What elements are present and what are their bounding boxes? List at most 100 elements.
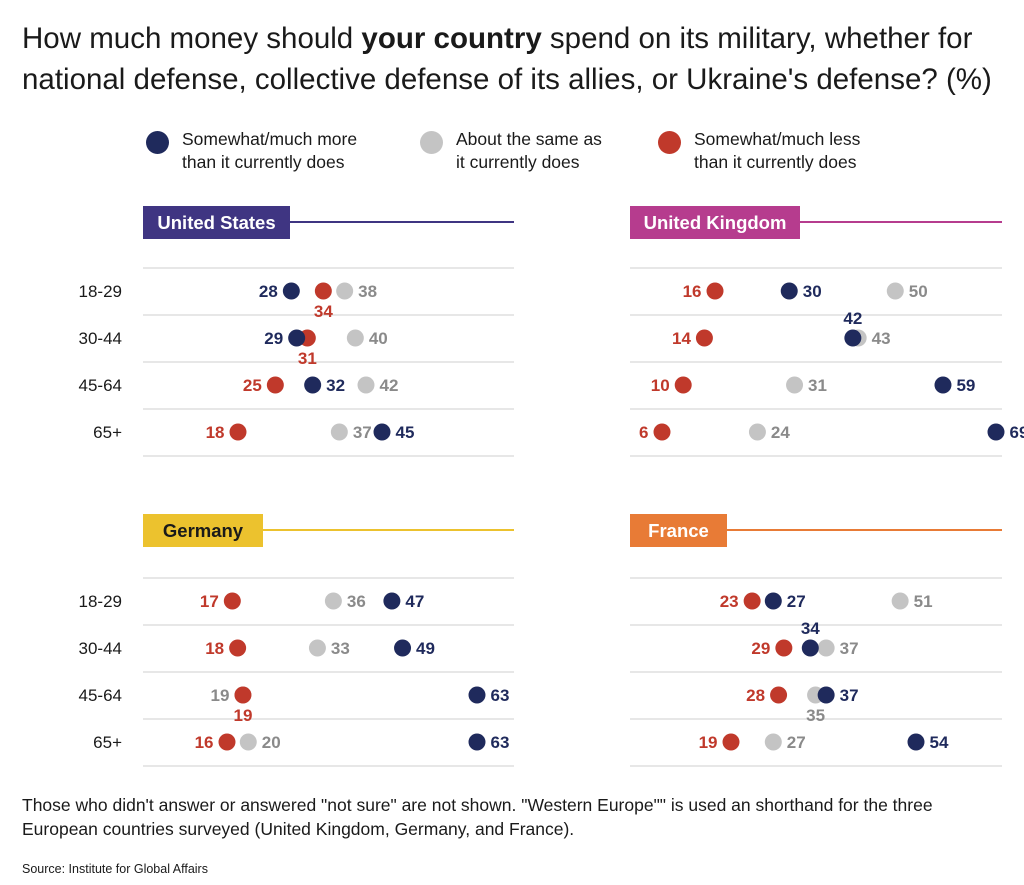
united-kingdom-18-29-same-dot (886, 282, 904, 300)
united-kingdom-30-44-less-label: 14 (672, 329, 691, 348)
legend-dot-more (146, 131, 169, 154)
france-30-44-more-label: 34 (801, 619, 820, 638)
united-states-30-44-more-label: 29 (264, 329, 283, 348)
united-kingdom-45-64-same-label: 31 (808, 376, 827, 395)
united-states-65-less-label: 18 (206, 423, 225, 442)
legend-item-same: About the same as it currently does (420, 128, 602, 174)
age-label-30-44: 30-44 (79, 639, 122, 658)
chart-title: How much money should your country spend… (22, 18, 1012, 100)
legend-dot-less (658, 131, 681, 154)
united-states-65-more-label: 45 (396, 423, 415, 442)
united-states-45-64-less-label: 25 (243, 376, 262, 395)
united-states-30-44-same-label: 40 (369, 329, 388, 348)
france-18-29-same-dot (891, 592, 909, 610)
united-kingdom-18-29-more-label: 30 (803, 282, 822, 301)
united-kingdom-45-64-less-label: 10 (651, 376, 670, 395)
germany-30-44-same-dot (308, 639, 326, 657)
united-kingdom-45-64-more-dot (934, 376, 952, 394)
united-kingdom-30-44-more-label: 42 (843, 309, 862, 328)
united-kingdom-18-29-same-label: 50 (909, 282, 928, 301)
legend-label-more-2: than it currently does (182, 152, 345, 172)
france-title-box (630, 514, 727, 547)
germany-30-44-same-label: 33 (331, 639, 350, 658)
france-title: France (648, 520, 709, 541)
united-kingdom-30-44-same-label: 43 (872, 329, 891, 348)
united-kingdom-65-less-dot (653, 423, 671, 441)
united-kingdom-65-same-label: 24 (771, 423, 790, 442)
germany-18-29-same-label: 36 (347, 592, 366, 611)
footnote: Those who didn't answer or answered "not… (22, 793, 1012, 841)
germany-65-more-label: 63 (491, 733, 510, 752)
age-label-18-29: 18-29 (79, 282, 122, 301)
legend-label-less-2: than it currently does (694, 152, 857, 172)
united-kingdom-65-more-dot (987, 423, 1005, 441)
france-65-less-label: 19 (699, 733, 718, 752)
france-30-44-less-dot (775, 639, 793, 657)
united-states-45-64-same-dot (357, 376, 375, 394)
united-states-65-same-dot (330, 423, 348, 441)
germany-title: Germany (163, 520, 244, 541)
united-kingdom-30-44-less-dot (695, 329, 713, 347)
united-states-18-29-more-dot (282, 282, 300, 300)
france-30-44-more-dot (801, 639, 819, 657)
france-18-29-less-label: 23 (720, 592, 739, 611)
united-states-45-64-more-dot (304, 376, 322, 394)
legend-item-less: Somewhat/much less than it currently doe… (658, 128, 860, 174)
france-18-29-same-label: 51 (914, 592, 933, 611)
title-part-1: How much money should (22, 22, 362, 55)
united-kingdom-45-64-more-label: 59 (956, 376, 975, 395)
age-label-30-44: 30-44 (79, 329, 122, 348)
legend-item-more: Somewhat/much more than it currently doe… (146, 128, 357, 174)
germany-45-64-more-label: 63 (491, 686, 510, 705)
germany-18-29-less-label: 17 (200, 592, 219, 611)
france-65-same-label: 27 (787, 733, 806, 752)
united-states-18-29-less-dot (314, 282, 332, 300)
united-kingdom-title: United Kingdom (644, 212, 787, 233)
united-states-45-64-less-dot (266, 376, 284, 394)
united-states-18-29-less-label: 34 (314, 302, 333, 321)
united-kingdom-30-44-more-dot (844, 329, 862, 347)
france-18-29-more-dot (764, 592, 782, 610)
age-label-65: 65+ (93, 423, 122, 442)
united-states-45-64-same-label: 42 (380, 376, 399, 395)
united-states-title-box (143, 206, 290, 239)
united-kingdom-65-same-dot (748, 423, 766, 441)
germany-18-29-less-dot (223, 592, 241, 610)
united-kingdom-title-box (630, 206, 800, 239)
united-states-65-same-label: 37 (353, 423, 372, 442)
united-states-18-29-same-dot (336, 282, 354, 300)
germany-45-64-less-label: 19 (233, 706, 252, 725)
france-30-44-same-dot (817, 639, 835, 657)
france-65-less-dot (722, 733, 740, 751)
united-states-45-64-more-label: 32 (326, 376, 345, 395)
united-states-30-44-same-dot (346, 329, 364, 347)
united-kingdom-18-29-less-dot (706, 282, 724, 300)
germany-18-29-more-label: 47 (405, 592, 424, 611)
france-45-64-more-label: 37 (840, 686, 859, 705)
legend-dot-same (420, 131, 443, 154)
united-states-18-29-more-label: 28 (259, 282, 278, 301)
age-label-65: 65+ (93, 733, 122, 752)
france-45-64-less-dot (770, 686, 788, 704)
united-states-title: United States (157, 212, 275, 233)
legend-label-same-2: it currently does (456, 152, 580, 172)
title-bold: your country (361, 22, 542, 55)
legend-label-same-1: About the same as (456, 129, 602, 149)
germany-65-same-dot (239, 733, 257, 751)
footnote-line-1: Those who didn't answer or answered "not… (22, 795, 933, 815)
france-65-more-label: 54 (930, 733, 949, 752)
germany-65-less-label: 16 (195, 733, 214, 752)
united-kingdom-18-29-less-label: 16 (683, 282, 702, 301)
france-45-64-less-label: 28 (746, 686, 765, 705)
united-kingdom-45-64-same-dot (786, 376, 804, 394)
france-65-more-dot (907, 733, 925, 751)
germany-18-29-same-dot (324, 592, 342, 610)
source-note: Source: Institute for Global Affairs (22, 862, 208, 876)
germany-65-less-dot (218, 733, 236, 751)
title-part-2: spend on its military, whether for natio… (22, 22, 992, 96)
germany-30-44-less-dot (229, 639, 247, 657)
germany-30-44-less-label: 18 (205, 639, 224, 658)
germany-30-44-more-dot (394, 639, 412, 657)
united-kingdom-45-64-less-dot (674, 376, 692, 394)
